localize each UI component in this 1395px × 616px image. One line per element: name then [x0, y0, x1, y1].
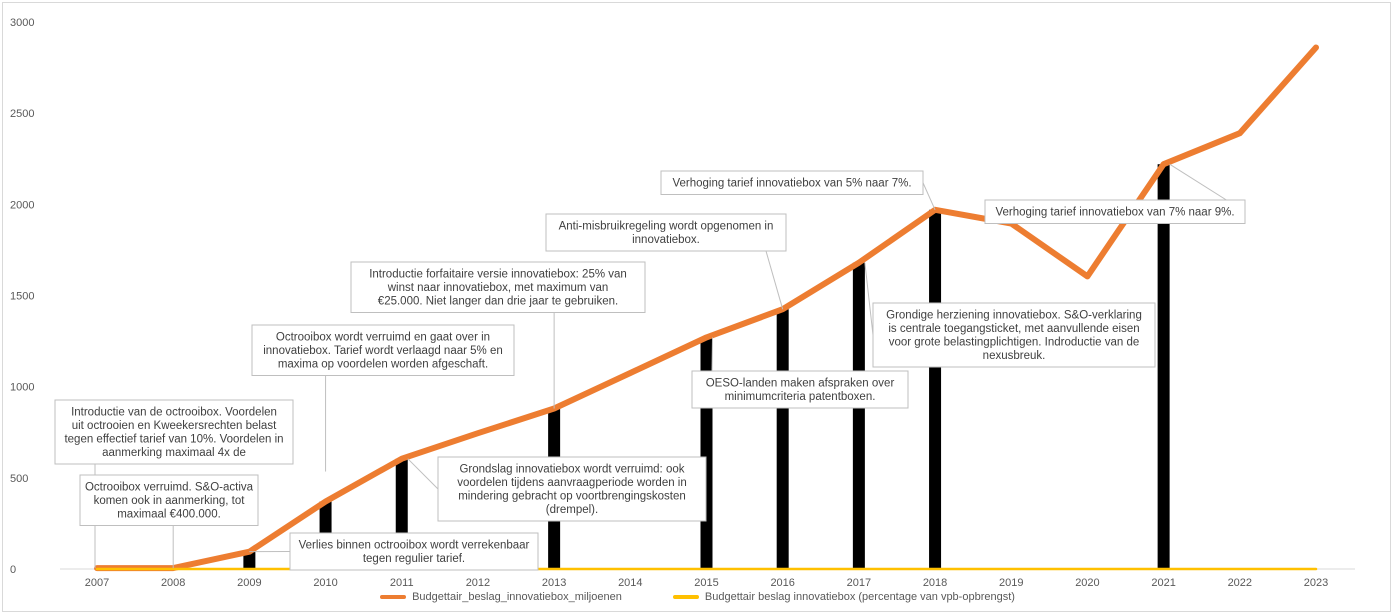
annotation-text-line: (drempel). — [546, 504, 598, 516]
annotation-box — [691, 370, 909, 409]
annotation-2011: Grondslag innovatiebox wordt verruimd: o… — [437, 456, 707, 522]
legend-swatch-percentage — [672, 595, 699, 599]
annotation-leader — [765, 250, 784, 310]
annotation-text-line: aanmerking maximaal 4x de — [102, 447, 246, 459]
x-tick-label: 2007 — [85, 577, 109, 589]
annotation-leader — [407, 458, 439, 490]
x-tick-label: 2013 — [542, 577, 566, 589]
annotation-2018: Verhoging tarief innovatiebox van 5% naa… — [660, 170, 924, 195]
y-tick-label: 500 — [10, 473, 28, 485]
y-axis-ticks: 0 500 1000 1500 2000 2500 3000 — [10, 17, 34, 576]
annotation-2021: Verhoging tarief innovatiebox van 7% naa… — [984, 199, 1246, 224]
x-tick-label: 2023 — [1304, 577, 1328, 589]
annotation-text-line: Grondige herziening innovatiebox. S&O-ve… — [886, 310, 1142, 322]
annotation-2016: Anti-misbruikregeling wordt opgenomen in… — [545, 213, 787, 252]
annotation-box — [251, 324, 515, 376]
annotation-text-line: innovatiebox. Tarief wordt verlaagd naar… — [263, 345, 503, 357]
annotation-box — [350, 261, 646, 313]
annotation-box — [289, 532, 539, 571]
x-tick-label: 2009 — [237, 577, 261, 589]
event-bar — [852, 262, 865, 569]
legend-item-percentage: Budgettair beslag innovatiebox (percenta… — [672, 591, 1015, 603]
annotation-text-line: winst naar innovatiebox, met maximum van — [387, 282, 609, 294]
annotation-text-line: innovatiebox. — [632, 234, 700, 246]
x-tick-label: 2010 — [313, 577, 337, 589]
x-tick-label: 2016 — [770, 577, 794, 589]
annotation-2013: Introductie forfaitaire versie innovatie… — [350, 261, 646, 313]
annotation-2009: Verlies binnen octrooibox wordt verreken… — [289, 532, 539, 571]
annotation-box — [984, 199, 1246, 224]
annotation-leader — [864, 262, 874, 336]
x-tick-label: 2018 — [923, 577, 947, 589]
x-tick-label: 2011 — [390, 577, 414, 589]
annotation-leader — [711, 337, 713, 372]
annotation-text-line: OESO-landen maken afspraken over — [706, 378, 895, 390]
annotation-text-line: tegen regulier tarief. — [363, 553, 465, 565]
y-tick-label: 1000 — [10, 382, 34, 394]
line-chart: 0 500 1000 1500 2000 2500 3000 2007 2008 2009 201… — [10, 17, 1355, 589]
annotation-text-line: voor grote belastingplichtigen. Indroduc… — [889, 337, 1140, 349]
annotation-text-line: is centrale toegangsticket, met aanvulle… — [888, 323, 1139, 335]
annotation-text-line: Verhoging tarief innovatiebox van 7% naa… — [995, 207, 1234, 219]
x-tick-label: 2012 — [466, 577, 490, 589]
annotation-text-line: komen ook in aanmerking, tot — [94, 495, 246, 507]
x-axis-ticks: 2007 2008 2009 2010 2011 2012 2013 2014 2015 2016… — [85, 577, 1328, 589]
y-tick-label: 0 — [10, 564, 16, 576]
x-tick-label: 2014 — [618, 577, 642, 589]
annotation-box — [545, 213, 787, 252]
series-line-miljoenen — [94, 44, 1319, 572]
legend-swatch-miljoenen — [380, 595, 407, 599]
annotation-text-line: voordelen tijdens aanvraagperiode worden… — [457, 477, 687, 489]
annotation-text-line: maxima op voordelen worden afgeschaft. — [278, 359, 488, 371]
x-tick-label: 2022 — [1228, 577, 1252, 589]
x-tick-label: 2015 — [694, 577, 718, 589]
annotation-text-line: €25.000. Niet langer dan drie jaar te ge… — [378, 296, 618, 308]
annotation-text-line: Introductie forfaitaire versie innovatie… — [369, 269, 627, 281]
annotation-text-line: Octrooibox verruimd. S&O-activa — [85, 482, 254, 494]
annotation-box — [437, 456, 707, 522]
annotation-2015: OESO-landen maken afspraken overminimumc… — [691, 370, 909, 409]
event-bar — [776, 309, 789, 569]
event-bar — [1157, 164, 1170, 569]
annotation-text-line: mindering gebracht op voortbrengingskost… — [458, 491, 686, 503]
annotation-text-line: Grondslag innovatiebox wordt verruimd: o… — [459, 464, 684, 476]
annotation-text-line: Verhoging tarief innovatiebox van 5% naa… — [672, 178, 911, 190]
event-bar — [929, 209, 942, 569]
x-tick-label: 2021 — [1151, 577, 1175, 589]
legend-label-percentage: Budgettair beslag innovatiebox (percenta… — [704, 591, 1015, 603]
y-tick-label: 3000 — [10, 17, 34, 29]
x-tick-label: 2017 — [847, 577, 871, 589]
annotation-box — [872, 302, 1156, 368]
annotation-leader — [922, 182, 936, 211]
annotation-text-line: maximaal €400.000. — [117, 509, 221, 521]
annotation-text-line: Octrooibox wordt verruimd en gaat over i… — [276, 332, 490, 344]
annotation-text-line: nexusbreuk. — [983, 350, 1046, 362]
annotation-2017: Grondige herziening innovatiebox. S&O-ve… — [872, 302, 1156, 368]
annotation-text-line: Anti-misbruikregeling wordt opgenomen in — [559, 221, 774, 233]
annotation-box — [79, 474, 259, 526]
y-tick-label: 2000 — [10, 199, 34, 211]
annotation-box — [54, 399, 294, 465]
annotation-text-line: uit octrooien en Kweekersrechten belast — [72, 420, 277, 432]
x-tick-label: 2019 — [999, 577, 1023, 589]
x-tick-label: 2008 — [161, 577, 185, 589]
annotation-2007: Introductie van de octrooibox. Voordelen… — [54, 399, 294, 465]
annotation-text-line: tegen effectief tarief van 10%. Voordele… — [64, 434, 283, 446]
annotation-2010: Octrooibox wordt verruimd en gaat over i… — [251, 324, 515, 376]
y-tick-label: 2500 — [10, 108, 34, 120]
annotation-text-line: Verlies binnen octrooibox wordt verreken… — [299, 540, 530, 552]
annotations: Introductie van de octrooibox. Voordelen… — [54, 170, 1246, 571]
annotation-box — [660, 170, 924, 195]
annotation-text-line: minimumcriteria patentboxen. — [725, 391, 876, 403]
legend-label-miljoenen: Budgettair_beslag_innovatiebox_miljoenen — [412, 591, 622, 603]
legend-item-miljoenen: Budgettair_beslag_innovatiebox_miljoenen — [380, 591, 622, 603]
event-bar — [243, 551, 256, 569]
annotation-text-line: Introductie van de octrooibox. Voordelen — [71, 407, 277, 419]
y-tick-label: 1500 — [10, 291, 34, 303]
x-tick-label: 2020 — [1075, 577, 1099, 589]
legend: Budgettair_beslag_innovatiebox_miljoenen… — [0, 590, 1395, 603]
